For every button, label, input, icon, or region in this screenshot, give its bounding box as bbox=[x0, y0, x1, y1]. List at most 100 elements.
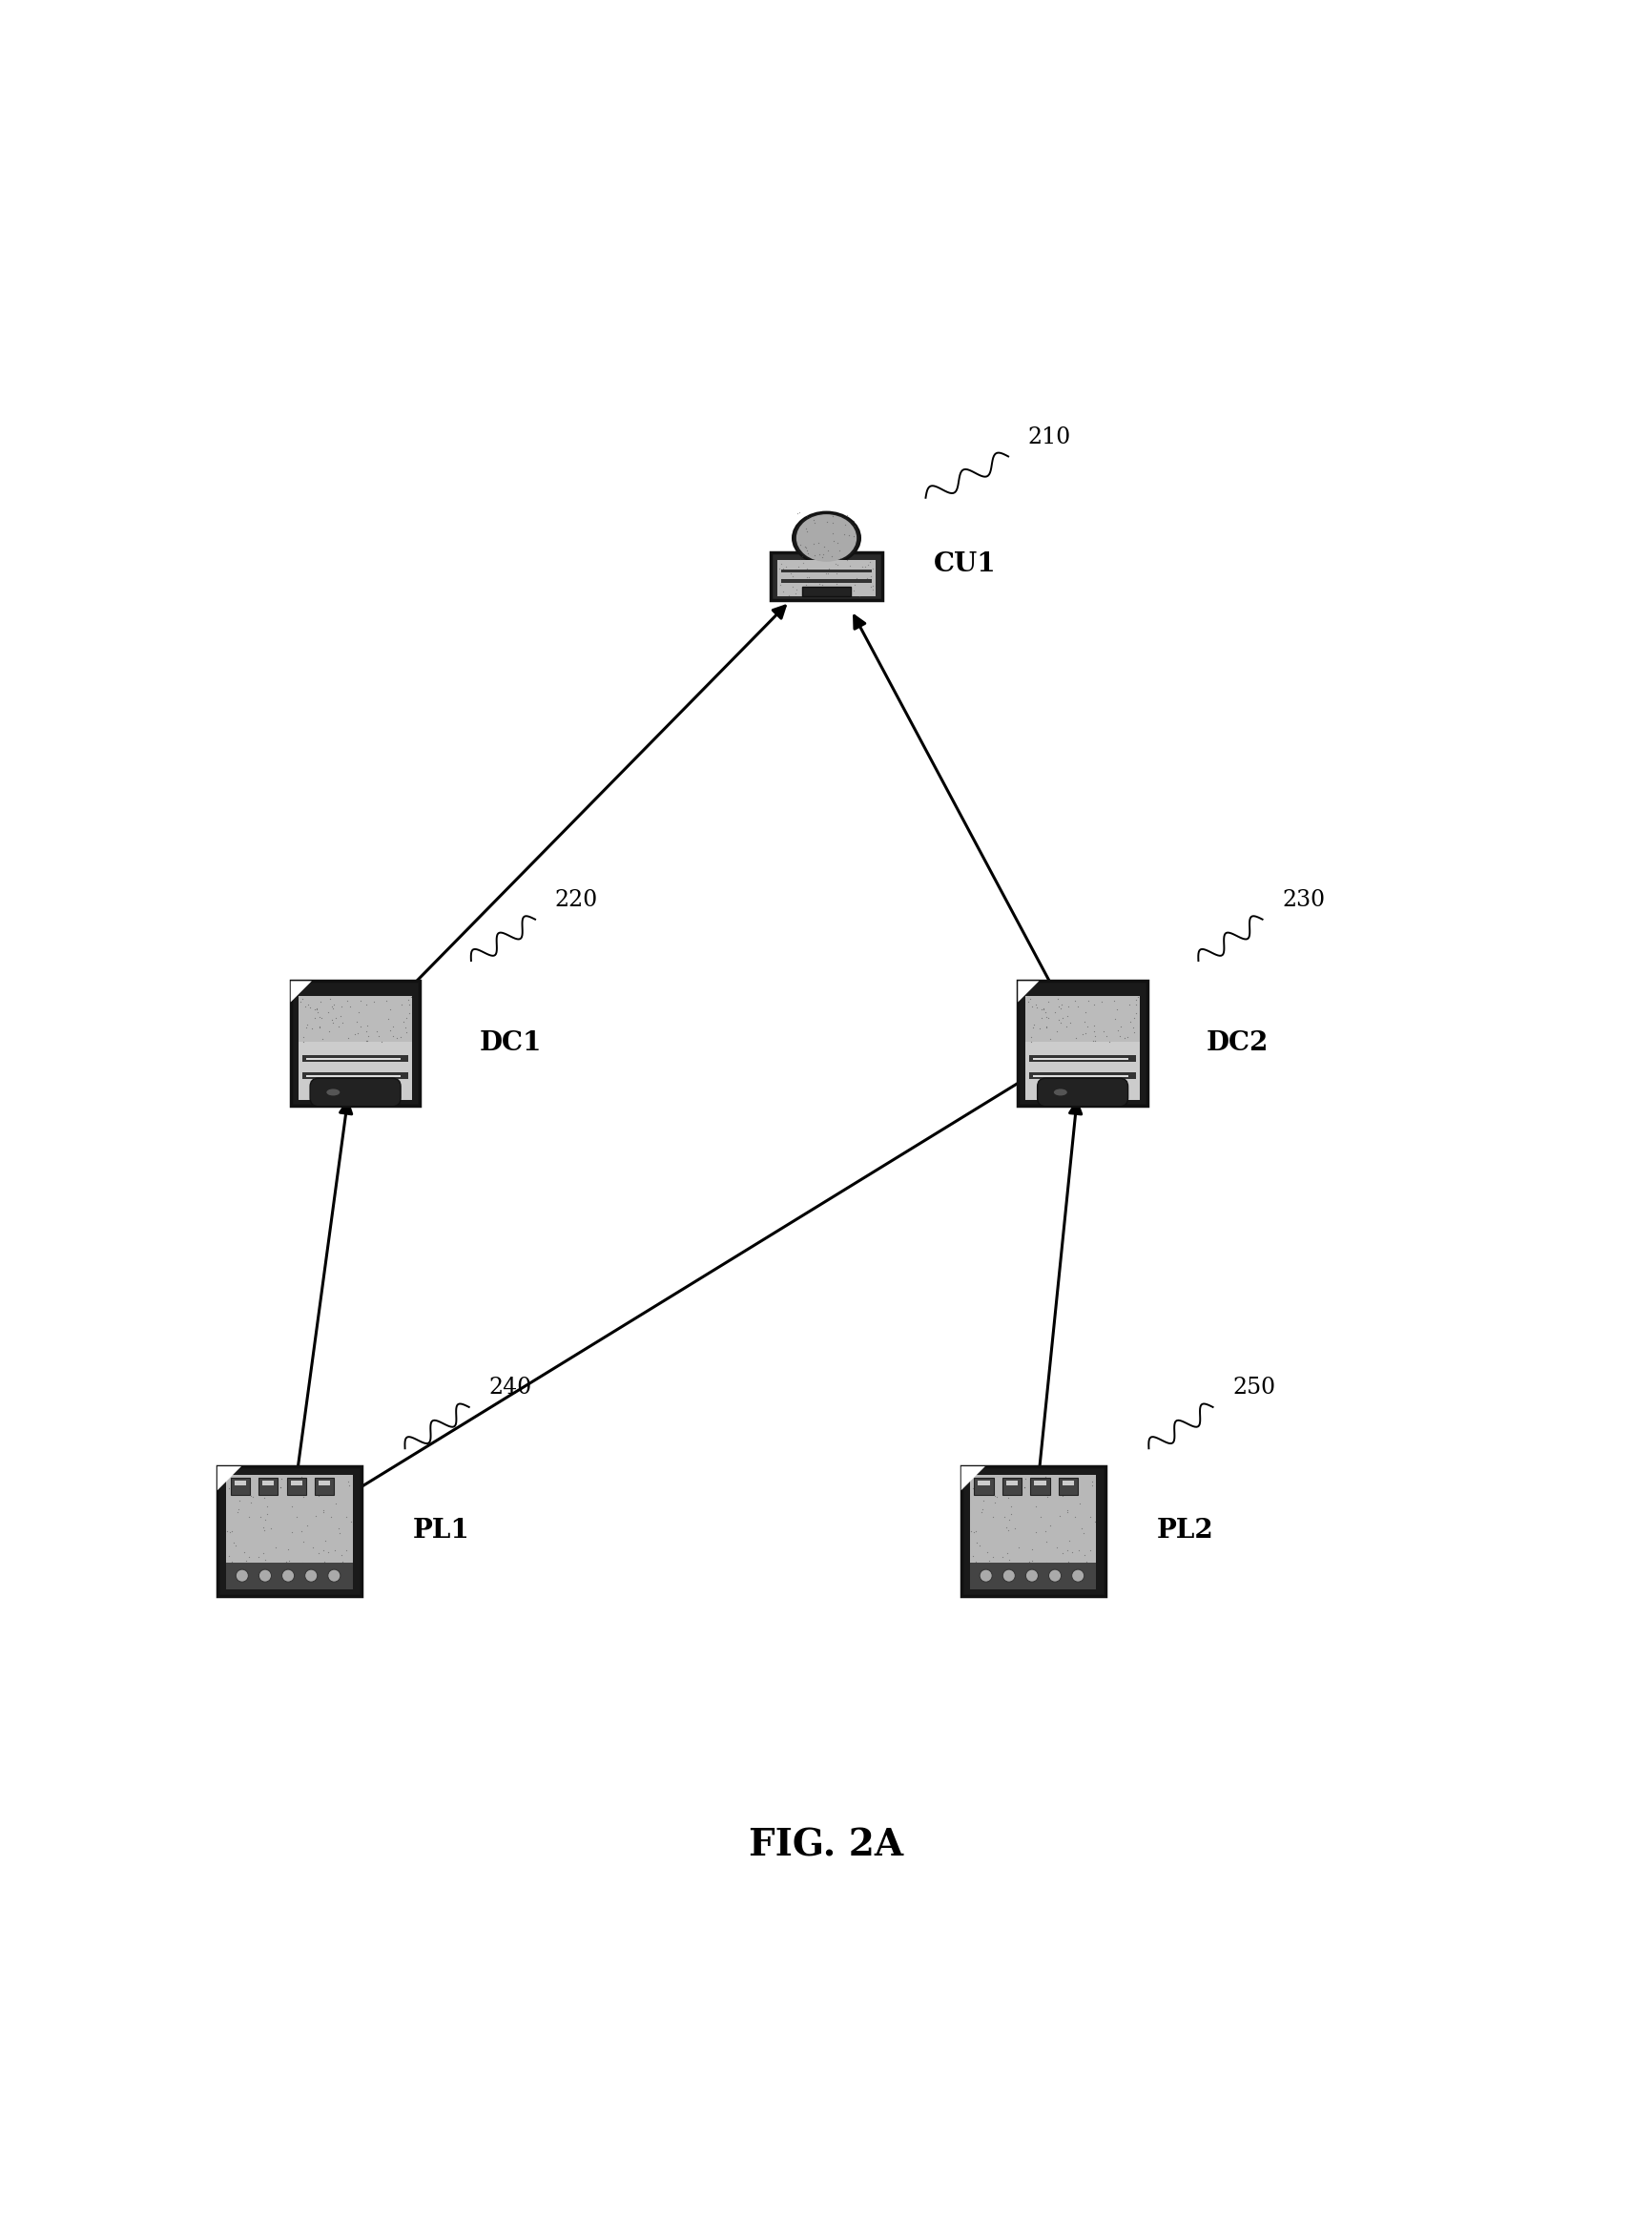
Point bbox=[266, 1469, 292, 1504]
Point bbox=[958, 1538, 985, 1573]
Point bbox=[337, 987, 363, 1023]
Point bbox=[319, 1003, 345, 1038]
Point bbox=[809, 539, 836, 575]
Point bbox=[246, 1500, 273, 1536]
Point bbox=[322, 1001, 349, 1036]
Point bbox=[1032, 1513, 1059, 1549]
Point bbox=[824, 548, 851, 584]
Text: DC2: DC2 bbox=[1206, 1030, 1269, 1056]
FancyBboxPatch shape bbox=[1026, 996, 1138, 1101]
Point bbox=[347, 983, 373, 1019]
Point bbox=[783, 495, 809, 530]
Point bbox=[1023, 990, 1049, 1025]
Point bbox=[289, 1524, 316, 1560]
Point bbox=[238, 1569, 264, 1604]
Point bbox=[971, 1556, 998, 1591]
Point bbox=[791, 510, 818, 546]
Point bbox=[824, 526, 851, 561]
Point bbox=[770, 575, 796, 610]
Point bbox=[1054, 1533, 1080, 1569]
Text: 210: 210 bbox=[1028, 426, 1070, 448]
Point bbox=[253, 1542, 279, 1578]
Point bbox=[1107, 1010, 1133, 1045]
Point bbox=[254, 1489, 281, 1524]
Point bbox=[291, 1558, 317, 1593]
Point bbox=[301, 1001, 327, 1036]
Ellipse shape bbox=[1054, 1090, 1067, 1096]
Point bbox=[287, 1460, 314, 1496]
Point bbox=[1054, 987, 1080, 1023]
Point bbox=[395, 987, 421, 1023]
Point bbox=[345, 994, 372, 1030]
Point bbox=[1079, 1023, 1105, 1058]
Point bbox=[261, 1529, 287, 1564]
Point bbox=[317, 1500, 344, 1536]
Text: FIG. 2A: FIG. 2A bbox=[748, 1826, 904, 1864]
Point bbox=[1061, 1500, 1087, 1536]
Point bbox=[1069, 1516, 1095, 1551]
Point bbox=[395, 996, 421, 1032]
Point bbox=[852, 548, 879, 584]
Point bbox=[388, 987, 415, 1023]
Point bbox=[998, 1489, 1024, 1524]
Point bbox=[829, 570, 856, 606]
Point bbox=[354, 1007, 380, 1043]
Point bbox=[819, 524, 846, 559]
Point bbox=[218, 1513, 244, 1549]
Point bbox=[1054, 1493, 1080, 1529]
Point bbox=[337, 1504, 363, 1540]
FancyBboxPatch shape bbox=[306, 1074, 400, 1078]
Point bbox=[839, 504, 866, 539]
Point bbox=[975, 1536, 1001, 1571]
Point bbox=[1018, 1019, 1044, 1054]
Point bbox=[1014, 1544, 1041, 1580]
FancyBboxPatch shape bbox=[1006, 1480, 1018, 1485]
Point bbox=[216, 1516, 243, 1551]
Point bbox=[778, 559, 805, 595]
FancyBboxPatch shape bbox=[781, 568, 871, 573]
Ellipse shape bbox=[327, 1090, 340, 1096]
Point bbox=[278, 1473, 304, 1509]
Point bbox=[991, 1560, 1018, 1595]
Point bbox=[839, 573, 866, 608]
Point bbox=[1046, 1003, 1072, 1038]
Point bbox=[793, 550, 819, 586]
Point bbox=[1001, 1465, 1028, 1500]
Point bbox=[1056, 1005, 1082, 1041]
Point bbox=[228, 1556, 254, 1591]
Point bbox=[960, 1471, 986, 1507]
Point bbox=[302, 1469, 329, 1504]
Point bbox=[1018, 1023, 1044, 1058]
Point bbox=[1069, 1016, 1095, 1052]
Point bbox=[301, 992, 327, 1027]
Point bbox=[768, 546, 795, 581]
FancyBboxPatch shape bbox=[1029, 1072, 1135, 1078]
Point bbox=[289, 1513, 316, 1549]
Point bbox=[302, 990, 329, 1025]
Point bbox=[801, 506, 828, 541]
Point bbox=[980, 1500, 1006, 1536]
Point bbox=[354, 987, 380, 1023]
Point bbox=[836, 548, 862, 584]
Point bbox=[786, 528, 813, 564]
Point bbox=[1021, 1473, 1047, 1509]
Point bbox=[281, 1476, 307, 1511]
Point bbox=[795, 535, 821, 570]
Point bbox=[1034, 1480, 1061, 1516]
Point bbox=[1019, 1531, 1046, 1567]
Point bbox=[251, 1480, 278, 1516]
FancyBboxPatch shape bbox=[781, 579, 871, 584]
Point bbox=[1079, 1469, 1105, 1504]
Point bbox=[233, 1469, 259, 1504]
Point bbox=[814, 555, 841, 590]
Point bbox=[335, 1469, 362, 1504]
Point bbox=[791, 528, 818, 564]
Point bbox=[1049, 1536, 1075, 1571]
Point bbox=[1019, 987, 1046, 1023]
FancyBboxPatch shape bbox=[970, 1562, 1095, 1589]
Point bbox=[1001, 1511, 1028, 1547]
Point bbox=[1019, 1542, 1046, 1578]
Point bbox=[236, 1500, 263, 1536]
Point bbox=[973, 1469, 999, 1504]
Point bbox=[1047, 1005, 1074, 1041]
